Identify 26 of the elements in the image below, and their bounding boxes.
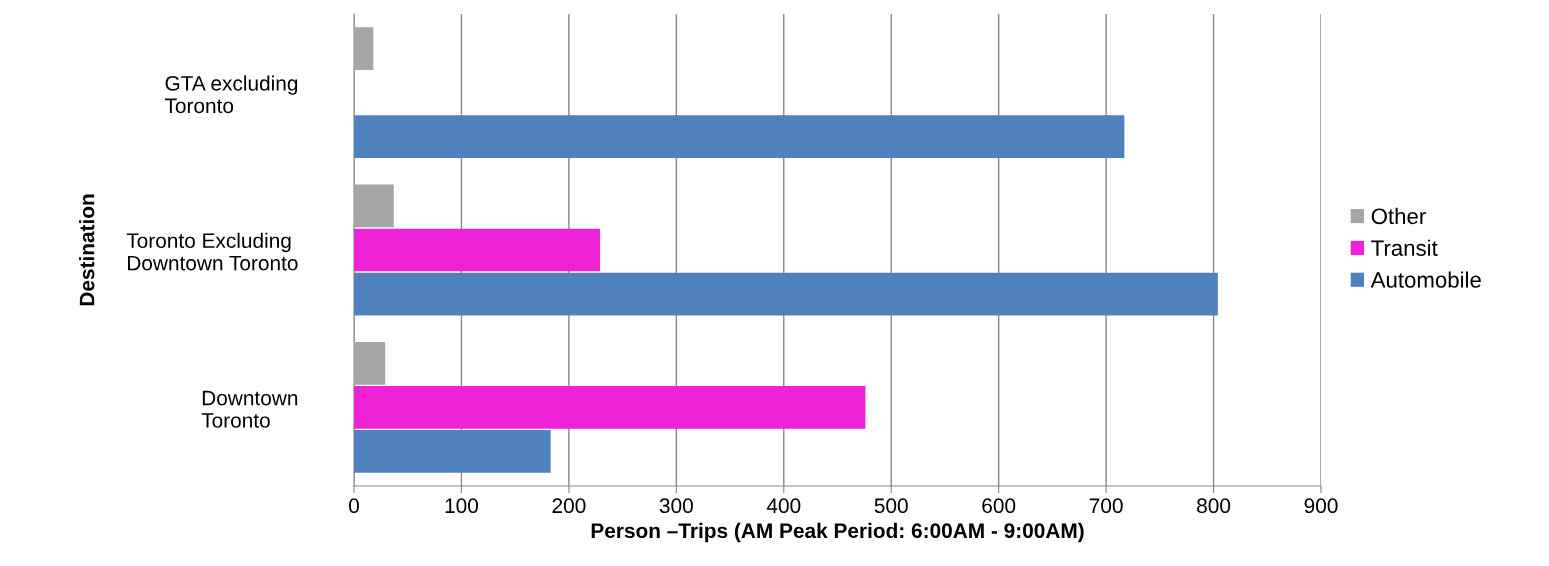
- bar: [354, 228, 601, 272]
- y-axis-title: Destination: [79, 194, 95, 306]
- y-tick-label: Toronto Excluding Downtown Toronto: [126, 232, 298, 271]
- x-tick-label: 400: [766, 498, 801, 514]
- bar: [354, 184, 394, 228]
- x-tick-label: 600: [982, 498, 1016, 514]
- legend-label: Other: [1371, 207, 1426, 225]
- x-tick-label: 100: [445, 498, 479, 514]
- y-tick-label: Downtown Toronto: [201, 390, 298, 428]
- x-tick-label: 500: [874, 498, 908, 514]
- x-tick-label: 800: [1197, 498, 1231, 514]
- x-tick-label: 900: [1304, 498, 1338, 514]
- x-tick-label: 300: [659, 498, 693, 514]
- legend-label: Automobile: [1370, 271, 1481, 288]
- x-axis-title: Person –Trips (AM Peak Period: 6:00AM - 9:00AM): [591, 522, 1084, 543]
- bar: [354, 341, 386, 385]
- x-tick-label: 200: [552, 498, 586, 514]
- bar: [354, 27, 374, 70]
- bar: [354, 272, 1218, 316]
- bar: [354, 430, 551, 473]
- bar: [354, 385, 866, 429]
- y-tick-label: GTA excluding Toronto: [164, 75, 298, 114]
- x-tick-label: 700: [1089, 498, 1123, 514]
- legend-label: Transit: [1371, 239, 1438, 256]
- bar: [354, 115, 1125, 159]
- x-tick-label: 0: [349, 498, 359, 514]
